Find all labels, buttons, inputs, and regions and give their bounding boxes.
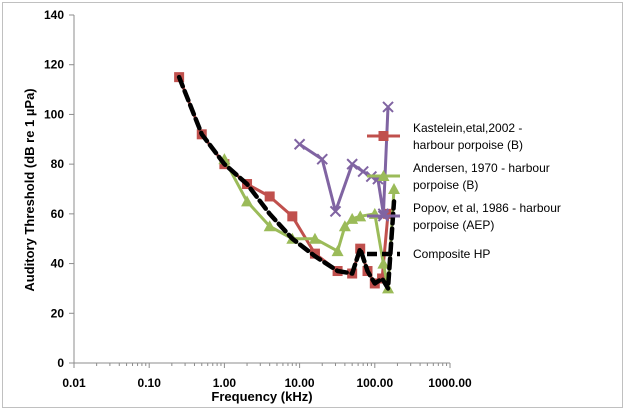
- series-2: [293, 101, 394, 220]
- y-tick-label: 60: [51, 207, 65, 221]
- series-3: [176, 74, 397, 291]
- data-point: [383, 208, 394, 219]
- y-tick-label: 80: [51, 157, 65, 171]
- plot-area: [174, 72, 400, 294]
- x-tick-label: 0.01: [62, 376, 86, 390]
- x-tick-label: 10.00: [285, 376, 315, 390]
- data-point: [329, 205, 342, 218]
- y-tick-label: 120: [44, 58, 64, 72]
- y-tick-label: 20: [51, 306, 65, 320]
- legend-label: Composite HP: [413, 247, 490, 261]
- data-point: [287, 211, 298, 222]
- data-point: [357, 165, 369, 178]
- series-line: [298, 106, 390, 216]
- legend-item: Popov, et al, 1986 - harbour porpoise (AE…: [367, 201, 561, 232]
- x-tick-labels: 0.01 0.10 1.00 10.00 100.00 1000.00: [62, 376, 472, 390]
- data-point: [346, 158, 358, 170]
- data-point: [331, 245, 344, 257]
- data-point: [316, 153, 328, 165]
- x-tick-label: 100.00: [356, 376, 393, 390]
- data-point: [308, 232, 321, 244]
- x-tick-label: 0.10: [138, 376, 162, 390]
- x-axis-title: Frequency (kHz): [211, 389, 312, 404]
- y-tick-label: 40: [51, 257, 65, 271]
- data-point: [387, 183, 400, 194]
- legend-label: Popov, et al, 1986 - harbour: [413, 201, 561, 215]
- series-line: [176, 74, 397, 291]
- data-point: [263, 220, 276, 232]
- legend: Kastelein,etal,2002 - harbour porpoise (B…: [367, 121, 561, 261]
- legend-item: Composite HP: [367, 247, 490, 261]
- data-point: [382, 101, 394, 113]
- legend-label: porpoise (B): [413, 178, 478, 192]
- y-axis-title: Auditory Threshold (dB re 1 µPa): [22, 88, 37, 291]
- y-tick-labels: 0 20 40 60 80 100 120 140: [44, 8, 64, 370]
- legend-label: harbour porpoise (B): [413, 138, 523, 152]
- data-point: [264, 191, 275, 202]
- y-tick-label: 0: [57, 356, 64, 370]
- x-tick-label: 1.00: [213, 376, 237, 390]
- chart-frame: [2, 2, 623, 408]
- data-point: [293, 138, 306, 150]
- legend-label: Kastelein,etal,2002 -: [413, 121, 522, 135]
- legend-marker: [377, 210, 390, 222]
- legend-marker: [377, 170, 390, 181]
- data-point: [241, 195, 254, 207]
- y-tick-label: 140: [44, 8, 64, 22]
- legend-item: Kastelein,etal,2002 - harbour porpoise (B…: [367, 121, 523, 152]
- data-point: [377, 257, 390, 269]
- legend-marker: [378, 131, 389, 141]
- data-point: [354, 210, 367, 222]
- y-tick-label: 100: [44, 107, 64, 121]
- axes: [69, 14, 451, 368]
- x-tick-label: 1000.00: [428, 376, 472, 390]
- data-point: [338, 220, 351, 232]
- legend-label: Andersen, 1970 - harbour: [413, 161, 550, 175]
- legend-item: Andersen, 1970 - harbour porpoise (B): [367, 161, 550, 192]
- legend-label: porpoise (AEP): [413, 218, 494, 232]
